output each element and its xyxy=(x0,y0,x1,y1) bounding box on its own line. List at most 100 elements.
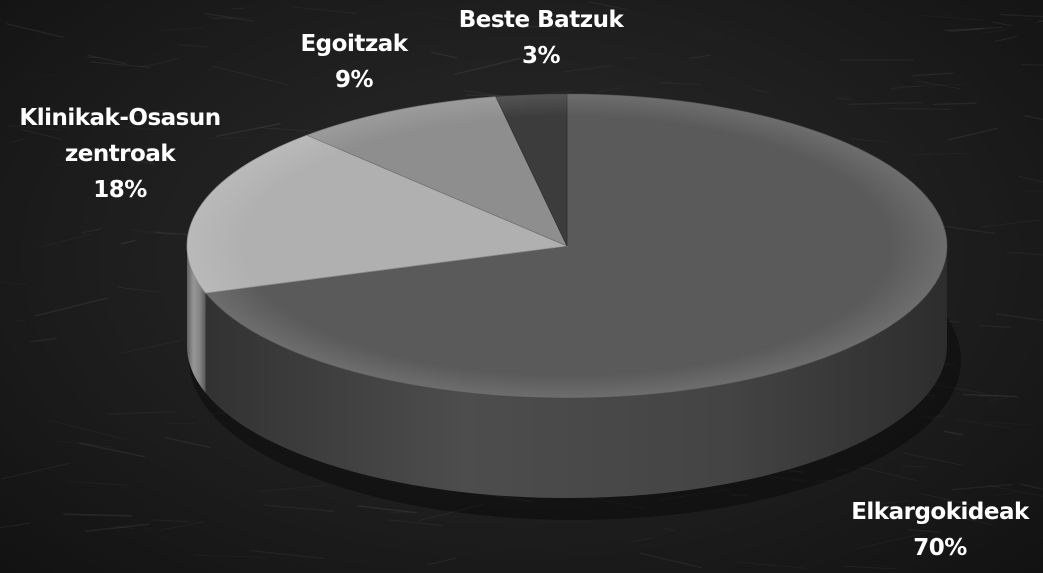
slice-name-elkargokideak: Elkargokideak xyxy=(851,499,1029,525)
texture-streak xyxy=(851,138,888,143)
texture-streak xyxy=(962,393,1018,398)
texture-streak xyxy=(932,102,977,106)
texture-streak xyxy=(164,436,211,449)
texture-streak xyxy=(750,88,770,94)
texture-streak xyxy=(1024,115,1043,121)
texture-streak xyxy=(35,297,109,317)
texture-streak xyxy=(261,127,316,132)
texture-streak xyxy=(892,83,971,88)
texture-streak xyxy=(907,528,941,533)
texture-streak xyxy=(1000,13,1043,18)
texture-streak xyxy=(80,228,102,234)
texture-streak xyxy=(6,23,64,39)
texture-streak xyxy=(944,26,1003,31)
texture-streak xyxy=(80,149,155,165)
pie-side-elkargokideak xyxy=(205,246,948,499)
texture-streak xyxy=(992,21,1012,27)
texture-streak xyxy=(120,239,136,245)
texture-streak xyxy=(1037,20,1043,23)
texture-streak xyxy=(639,552,703,569)
slice-label-elkargokideak: Elkargokideak 70% xyxy=(851,494,1029,566)
texture-streak xyxy=(979,219,1040,228)
texture-streak xyxy=(868,500,908,506)
texture-streak xyxy=(387,519,442,526)
texture-streak xyxy=(1021,63,1043,66)
pie-side-klinikak-osasun-zentroak xyxy=(187,246,206,393)
texture-streak xyxy=(259,484,327,492)
texture-streak xyxy=(211,65,289,86)
texture-streak xyxy=(994,35,1017,43)
slice-value-egoitzak: 9% xyxy=(334,67,374,93)
texture-streak xyxy=(920,493,999,512)
texture-streak xyxy=(85,523,150,533)
texture-streak xyxy=(215,122,281,138)
texture-streak xyxy=(842,565,896,570)
texture-streak xyxy=(30,337,57,343)
pie-top-sheen xyxy=(187,94,947,398)
slice-value-elkargokideak: 70% xyxy=(913,535,967,561)
texture-streak xyxy=(902,465,928,468)
texture-streak xyxy=(40,233,91,248)
texture-streak xyxy=(419,504,484,521)
texture-streak xyxy=(78,442,145,458)
texture-streak xyxy=(203,12,254,22)
slice-value-klinikak: 18% xyxy=(93,177,147,203)
slice-name-beste-batzuk: Beste Batzuk xyxy=(458,7,624,33)
texture-streak xyxy=(988,396,1010,402)
texture-streak xyxy=(588,1,629,11)
texture-streak xyxy=(454,57,521,76)
texture-streak xyxy=(431,51,458,59)
texture-streak xyxy=(916,80,961,90)
texture-streak xyxy=(911,152,970,156)
texture-streak xyxy=(1,462,71,480)
texture-streak xyxy=(659,488,734,501)
texture-streak xyxy=(722,529,734,532)
texture-streak xyxy=(943,430,964,436)
texture-streak xyxy=(788,469,804,473)
texture-streak xyxy=(561,64,613,73)
texture-streak xyxy=(689,54,711,59)
texture-streak xyxy=(231,7,246,10)
texture-streak xyxy=(115,526,135,529)
texture-streak xyxy=(1020,483,1043,490)
texture-streak xyxy=(428,557,457,566)
texture-streak xyxy=(303,40,334,46)
texture-streak xyxy=(21,128,63,141)
texture-streak xyxy=(922,509,994,526)
texture-streak xyxy=(117,286,160,293)
texture-streak xyxy=(814,479,831,483)
slice-name-klinikak-line2: zentroak xyxy=(64,141,176,167)
texture-streak xyxy=(996,313,1043,322)
texture-streak xyxy=(177,44,207,48)
texture-streak xyxy=(911,72,954,77)
texture-streak xyxy=(854,465,917,482)
texture-streak xyxy=(174,116,199,122)
texture-streak xyxy=(357,505,417,514)
texture-streak xyxy=(90,61,151,69)
slice-label-egoitzak: Egoitzak 9% xyxy=(300,26,408,98)
slice-label-klinikak: Klinikak-Osasun zentroak 18% xyxy=(19,100,221,208)
texture-streak xyxy=(10,138,26,143)
texture-streak xyxy=(978,394,999,397)
texture-streak xyxy=(150,519,190,523)
texture-streak xyxy=(63,513,133,517)
texture-streak xyxy=(126,109,167,117)
texture-streak xyxy=(1018,175,1043,183)
texture-streak xyxy=(921,15,984,21)
texture-streak xyxy=(54,440,114,448)
texture-streak xyxy=(520,25,564,28)
texture-streak xyxy=(978,325,1011,328)
slice-value-beste-batzuk: 3% xyxy=(521,43,561,69)
texture-streak xyxy=(736,561,806,569)
slice-name-klinikak-line1: Klinikak-Osasun xyxy=(19,105,221,131)
slice-name-egoitzak: Egoitzak xyxy=(300,31,408,57)
texture-streak xyxy=(951,483,1013,491)
texture-streak xyxy=(947,127,999,141)
texture-streak xyxy=(947,27,984,33)
texture-streak xyxy=(903,452,964,466)
texture-streak xyxy=(264,504,335,513)
texture-streak xyxy=(0,522,31,529)
texture-streak xyxy=(848,101,923,106)
